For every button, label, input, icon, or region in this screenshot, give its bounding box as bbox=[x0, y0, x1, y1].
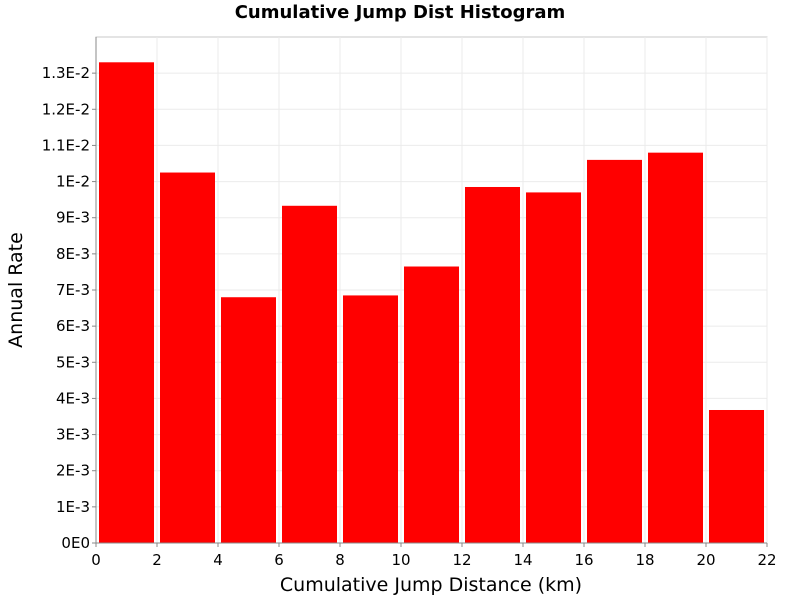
x-tick-label: 4 bbox=[213, 551, 223, 569]
x-tick-label: 8 bbox=[335, 551, 345, 569]
histogram-bar bbox=[587, 159, 642, 543]
x-tick-label: 14 bbox=[513, 551, 532, 569]
y-tick-label: 3E-3 bbox=[56, 426, 90, 444]
x-tick-label: 22 bbox=[757, 551, 776, 569]
y-tick-label: 7E-3 bbox=[56, 281, 90, 299]
y-tick-label: 1E-3 bbox=[56, 498, 90, 516]
y-tick-label: 1.2E-2 bbox=[42, 100, 90, 118]
x-tick-label: 16 bbox=[574, 551, 593, 569]
x-tick-label: 10 bbox=[391, 551, 410, 569]
x-tick-label: 20 bbox=[696, 551, 715, 569]
y-tick-label: 4E-3 bbox=[56, 389, 90, 407]
x-axis-title: Cumulative Jump Distance (km) bbox=[280, 574, 582, 596]
y-tick-label: 1E-2 bbox=[56, 173, 90, 191]
histogram-bar bbox=[648, 152, 703, 543]
y-tick-label: 2E-3 bbox=[56, 462, 90, 480]
histogram-bar bbox=[221, 297, 276, 543]
x-tick-label: 18 bbox=[635, 551, 654, 569]
y-tick-label: 0E0 bbox=[61, 534, 90, 552]
histogram-bar bbox=[404, 266, 459, 543]
y-axis-title: Annual Rate bbox=[5, 232, 27, 348]
histogram-bar bbox=[465, 186, 520, 543]
chart-title: Cumulative Jump Dist Histogram bbox=[234, 2, 566, 23]
histogram-bar bbox=[343, 295, 398, 543]
y-tick-label: 1.1E-2 bbox=[42, 136, 90, 154]
x-tick-label: 0 bbox=[91, 551, 101, 569]
y-tick-label: 5E-3 bbox=[56, 353, 90, 371]
histogram-bar bbox=[99, 62, 154, 544]
y-tick-label: 6E-3 bbox=[56, 317, 90, 335]
x-tick-label: 6 bbox=[274, 551, 284, 569]
y-tick-label: 9E-3 bbox=[56, 209, 90, 227]
y-tick-label: 1.3E-2 bbox=[42, 64, 90, 82]
histogram-bar bbox=[160, 172, 215, 544]
y-tick-label: 8E-3 bbox=[56, 245, 90, 263]
x-tick-label: 12 bbox=[452, 551, 471, 569]
bars-layer bbox=[99, 62, 764, 544]
histogram-bar bbox=[526, 192, 581, 543]
histogram-bar bbox=[282, 205, 337, 543]
axes-layer: 0 2 4 6 8 10 12 14 16 18 20 22 0E0 1E-3 2E-3 3E-3 4E-3 5E… bbox=[42, 37, 777, 569]
x-tick-label: 2 bbox=[152, 551, 162, 569]
histogram-bar bbox=[709, 409, 764, 543]
